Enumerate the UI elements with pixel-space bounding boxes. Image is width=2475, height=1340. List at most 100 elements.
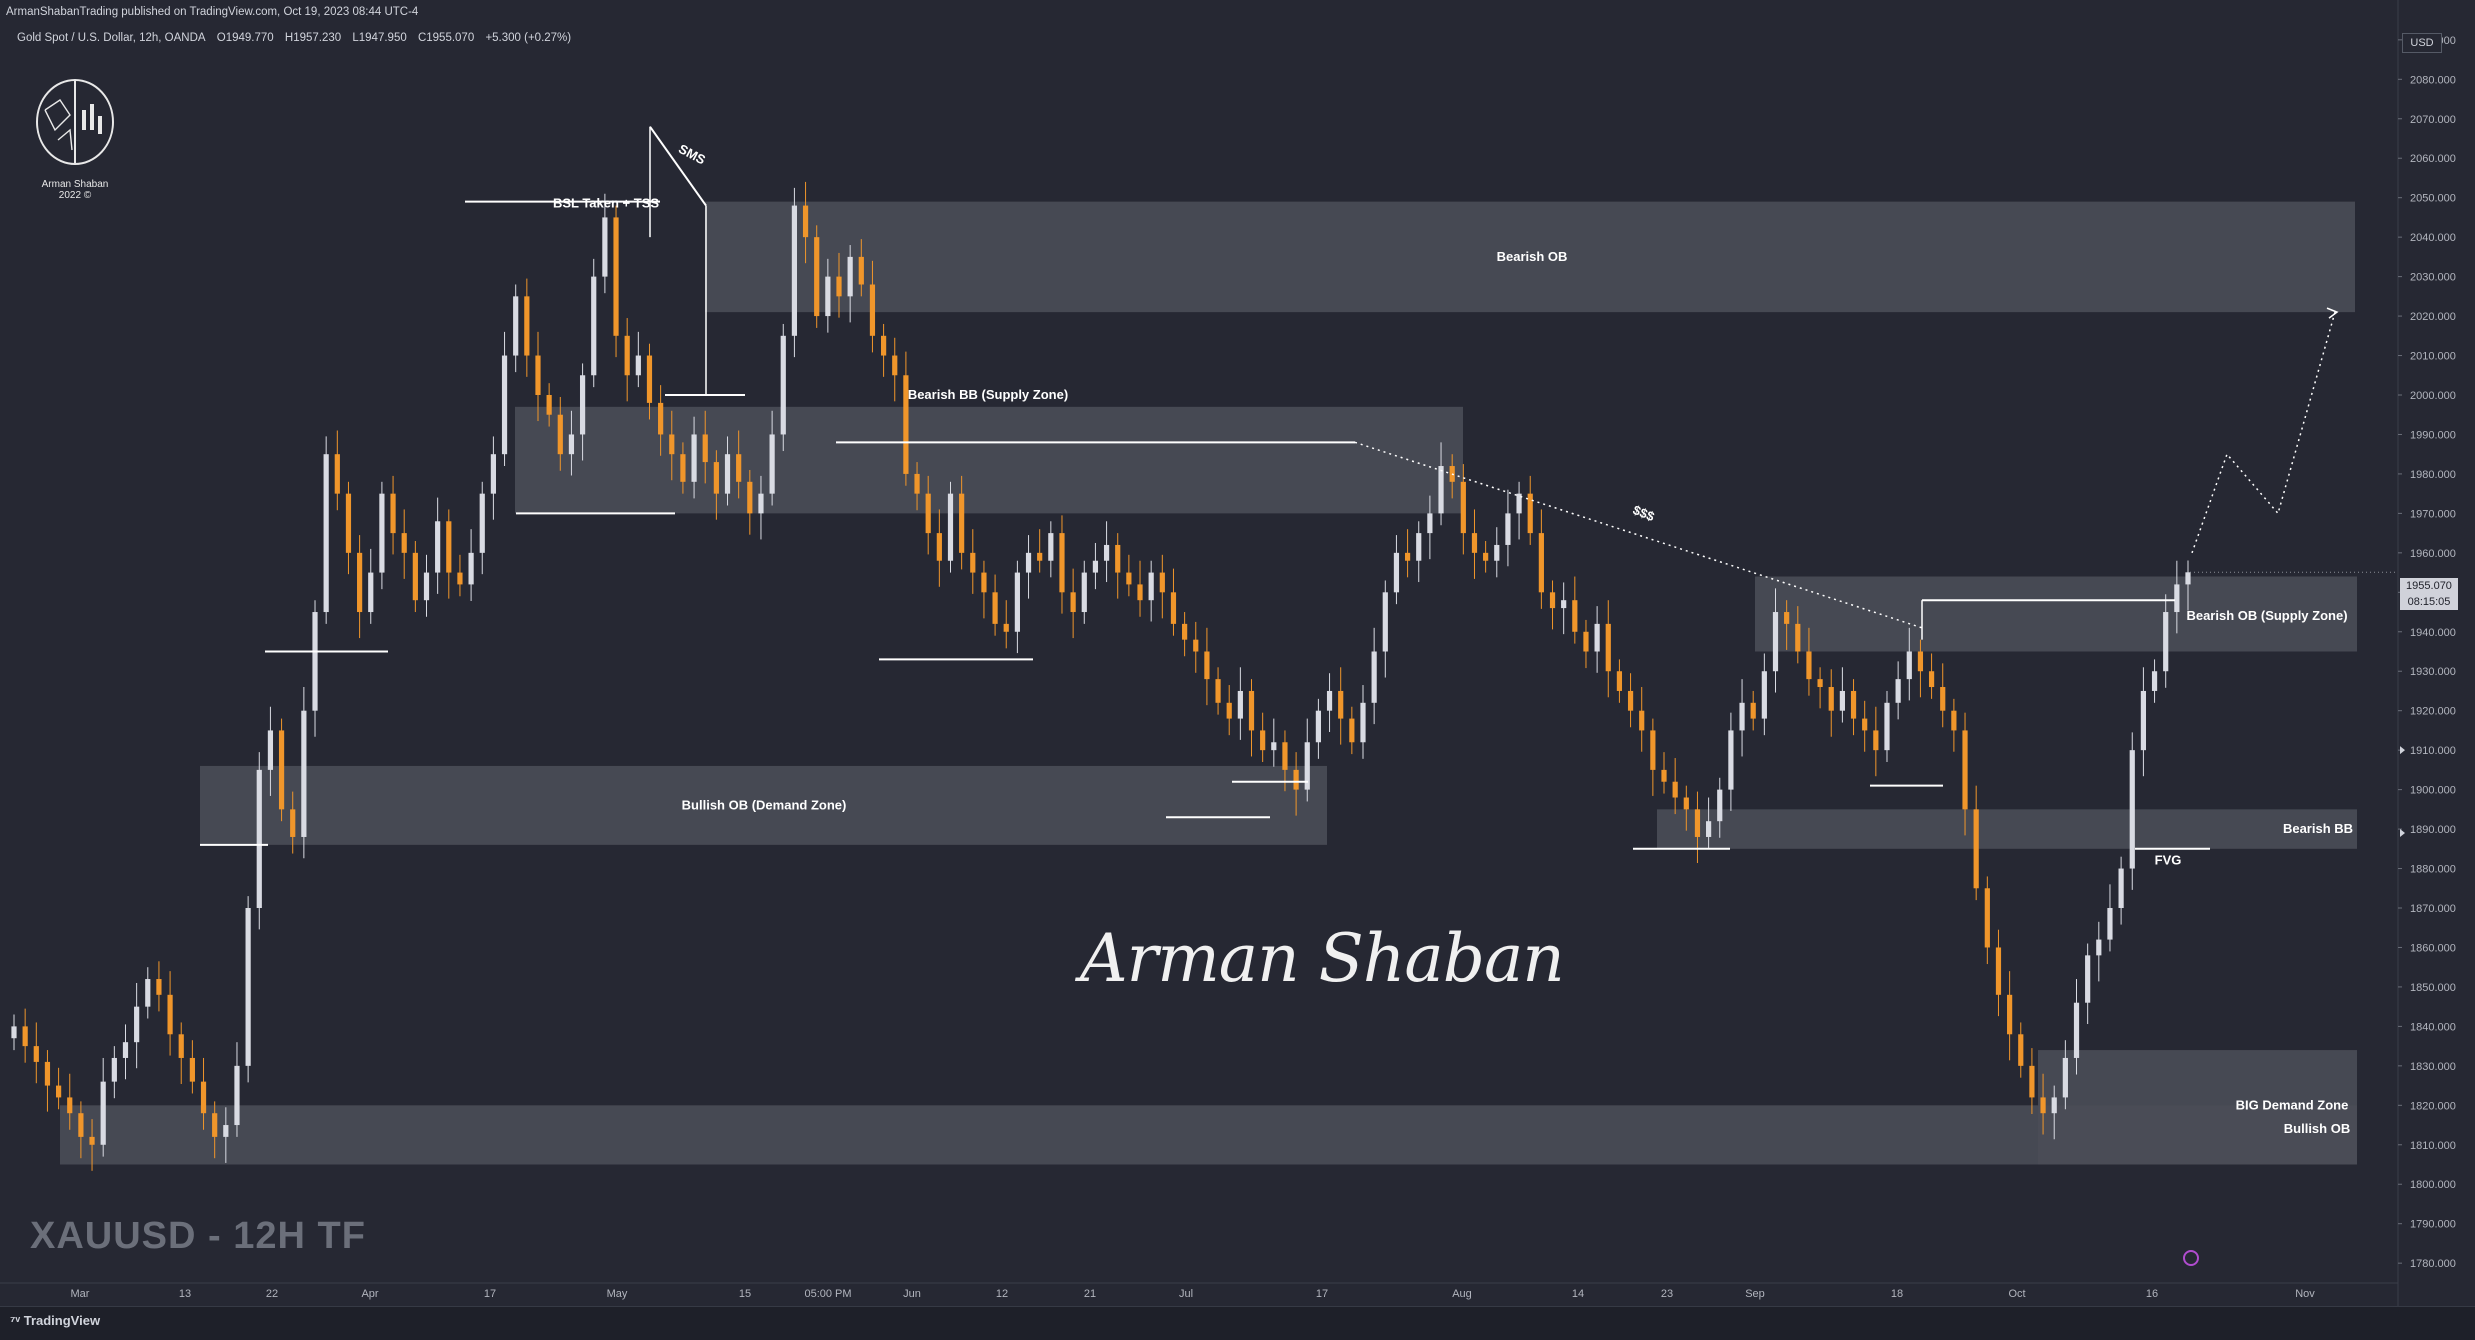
candle-body <box>1360 702 1366 743</box>
candle-body <box>970 552 976 573</box>
x-tick-label: Nov <box>2295 1288 2315 1300</box>
alert-icon[interactable] <box>2183 1250 2199 1266</box>
candle-body <box>1103 544 1110 561</box>
candle-body <box>1772 612 1779 672</box>
candle-body <box>1784 612 1790 624</box>
brain-logo: Arman Shaban 2022 © <box>30 70 120 210</box>
candle-body <box>401 533 407 553</box>
candle-body <box>167 994 173 1035</box>
candle-body <box>646 355 653 403</box>
currency-selector[interactable]: USD <box>2402 33 2442 53</box>
logo-year: 2022 © <box>58 190 92 201</box>
x-tick-label: 13 <box>179 1288 191 1300</box>
axis-marker <box>2400 829 2405 838</box>
candle-body <box>1382 592 1388 652</box>
y-tick-label: 1810.000 <box>2410 1140 2456 1152</box>
candle-body <box>1795 623 1801 652</box>
candle-body <box>959 493 965 553</box>
x-tick-label: Mar <box>71 1288 90 1300</box>
candle-body <box>44 1061 51 1086</box>
candle-body <box>1761 671 1767 719</box>
candle-body <box>267 730 274 770</box>
candle-body <box>1282 742 1288 770</box>
candle-body <box>1839 690 1845 711</box>
x-tick-label: 05:00 PM <box>804 1288 851 1300</box>
projection-path <box>2191 311 2336 554</box>
candle-body <box>1549 592 1556 609</box>
candle-body <box>1516 493 1522 514</box>
x-tick-label: Aug <box>1452 1288 1472 1300</box>
candle-body <box>1527 493 1533 534</box>
candle-body <box>1025 552 1032 573</box>
candle-body <box>513 296 519 356</box>
candle-body <box>111 1057 117 1082</box>
annotation-label: FVG <box>2155 853 2182 868</box>
x-tick-label: 15 <box>739 1288 751 1300</box>
candle-body <box>1371 651 1377 703</box>
candle-body <box>780 335 786 435</box>
candle-body <box>2007 994 2013 1035</box>
candle-body <box>1115 544 1121 573</box>
candle-body <box>680 454 686 482</box>
x-tick-label: 12 <box>996 1288 1008 1300</box>
y-tick-label: 1970.000 <box>2410 508 2456 520</box>
y-tick-label: 1830.000 <box>2410 1061 2456 1073</box>
brain-icon <box>36 79 114 165</box>
x-tick-label: 23 <box>1661 1288 1673 1300</box>
candle-body <box>1182 623 1188 640</box>
candle-body <box>178 1034 184 1058</box>
candle-body <box>245 908 251 1066</box>
x-tick-label: Oct <box>2008 1288 2025 1300</box>
candle-body <box>1694 809 1701 837</box>
zone-rect <box>200 765 1327 845</box>
candle-body <box>368 572 374 613</box>
candle-body <box>1884 702 1890 751</box>
candle-body <box>1215 679 1221 703</box>
candle-body <box>1438 466 1444 514</box>
candle-body <box>2174 584 2180 613</box>
candle-body <box>223 1125 229 1137</box>
candle-body <box>2107 908 2113 940</box>
ohlc-close: C1955.070 <box>417 32 475 44</box>
candle-body <box>334 454 340 494</box>
y-tick-label: 1910.000 <box>2410 745 2456 757</box>
y-tick-label: 1840.000 <box>2410 1021 2456 1033</box>
candle-body <box>156 979 162 995</box>
candle-body <box>1338 690 1344 719</box>
zone-rect <box>515 406 1463 514</box>
candle-body <box>736 454 742 482</box>
candle-body <box>312 612 318 711</box>
ohlc-low: L1947.950 <box>352 32 407 44</box>
candle-body <box>568 434 575 455</box>
candle-body <box>1683 797 1689 810</box>
candle-body <box>579 375 586 435</box>
y-tick-label: 2040.000 <box>2410 232 2456 244</box>
candle-body <box>1561 600 1567 609</box>
candle-body <box>1862 718 1868 731</box>
logo-name: Arman Shaban <box>41 179 109 190</box>
candle-body <box>1092 560 1099 573</box>
sms-line <box>649 126 707 207</box>
candle-body <box>602 217 608 277</box>
candle-body <box>1226 702 1232 719</box>
axis-marker <box>2400 746 2405 755</box>
candle-body <box>1081 572 1087 613</box>
candle-body <box>1850 690 1857 719</box>
candle-body <box>1505 513 1511 545</box>
candle-body <box>1984 888 1990 948</box>
candle-body <box>1817 679 1823 688</box>
candle-body <box>869 284 876 336</box>
y-tick-label: 2060.000 <box>2410 153 2456 165</box>
candle-body <box>490 454 496 494</box>
candle-body <box>691 434 697 482</box>
candle-body <box>145 979 151 1007</box>
candle-body <box>1750 702 1756 719</box>
candle-body <box>881 335 887 356</box>
candle-body <box>67 1097 73 1114</box>
candle-body <box>524 296 530 356</box>
candle-body <box>1248 690 1255 731</box>
candle-body <box>1003 623 1009 632</box>
tradingview-brand[interactable]: ⁷ᵛ TradingView <box>10 1313 100 1328</box>
